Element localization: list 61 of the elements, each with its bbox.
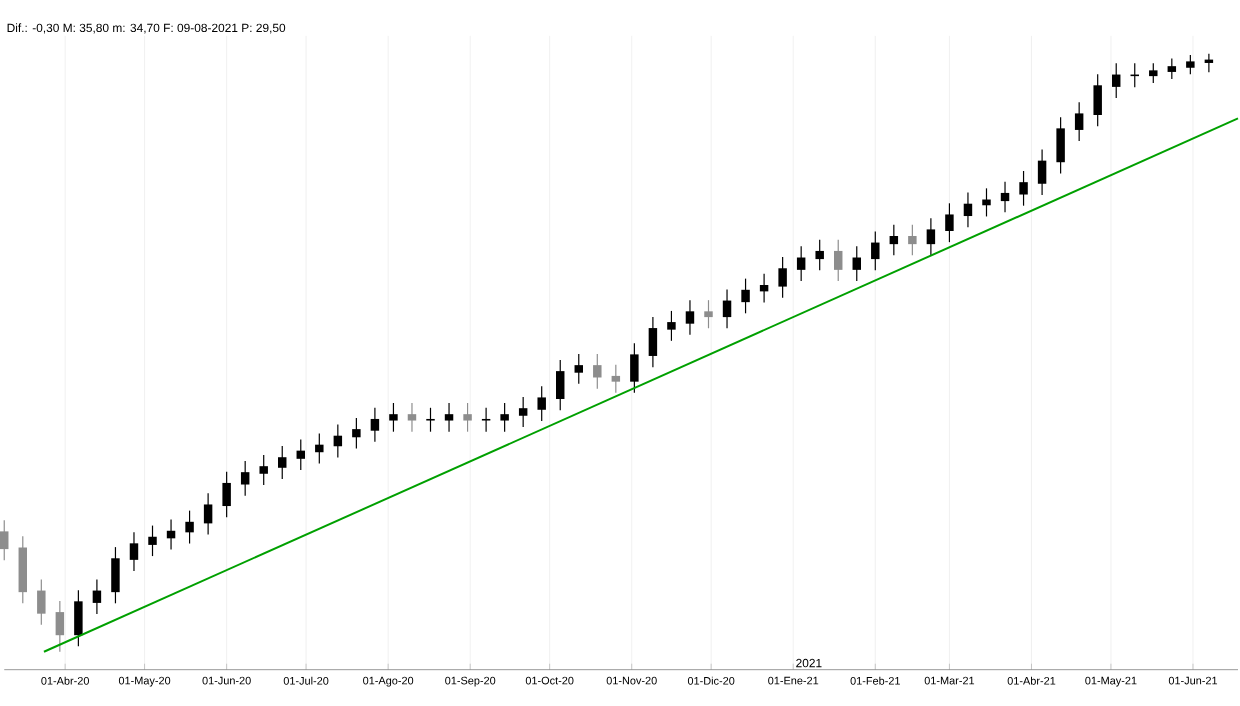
- candlestick: [240, 460, 250, 497]
- candlestick: [259, 454, 268, 486]
- candlestick: [833, 239, 843, 282]
- candlestick: [1111, 62, 1121, 99]
- candlestick: [296, 439, 306, 471]
- candlestick: [315, 433, 324, 465]
- candlestick: [222, 471, 231, 519]
- candlestick: [889, 224, 899, 257]
- candlestick: [500, 402, 509, 433]
- candlestick: [481, 407, 491, 433]
- candlestick: [148, 525, 157, 557]
- candlestick: [18, 535, 28, 605]
- candlestick: [1019, 170, 1028, 207]
- candlestick: [685, 299, 695, 336]
- candlestick: [185, 510, 194, 545]
- candlestick: [908, 224, 917, 257]
- candlestick: [593, 353, 602, 390]
- candlestick: [74, 589, 83, 648]
- candlestick: [111, 546, 120, 605]
- candlestick: [574, 353, 584, 385]
- candlestick: [129, 531, 139, 572]
- candlestick: [0, 519, 9, 562]
- candlestick: [1167, 58, 1177, 80]
- candlestick: [945, 202, 954, 243]
- candlestick: [667, 310, 676, 342]
- candlestick: [389, 402, 398, 433]
- candlestick: [1074, 101, 1084, 142]
- candlestick: [982, 187, 991, 218]
- candlestick: [796, 245, 806, 282]
- candlestick: [444, 402, 454, 433]
- candlestick: [556, 359, 565, 411]
- candlestick: [92, 579, 102, 615]
- candlestick: [537, 385, 546, 422]
- candlestick: [426, 407, 435, 433]
- candlestick: [778, 256, 787, 299]
- candlestick: [741, 278, 750, 315]
- candlestick: [648, 316, 658, 368]
- candlestick: [370, 407, 380, 443]
- candlestick: [278, 445, 287, 480]
- candlestick: [518, 396, 528, 428]
- candlestick: [55, 600, 65, 653]
- candlestick: [611, 364, 621, 394]
- candlestick: [37, 579, 46, 626]
- candlestick: [1149, 62, 1158, 84]
- candlestick: [1000, 181, 1010, 214]
- candlestick: [871, 231, 880, 272]
- candlestick: [203, 492, 213, 536]
- candlestick: [1037, 149, 1047, 196]
- candlestick: [722, 289, 732, 330]
- candlestick: [1186, 54, 1195, 75]
- candlestick: [407, 402, 417, 433]
- candlestick: [852, 245, 861, 282]
- candlestick: [963, 192, 973, 229]
- candlestick: [352, 417, 361, 450]
- candlestick: [815, 239, 824, 272]
- candlestick: [926, 217, 936, 257]
- candlestick: [704, 299, 713, 330]
- candlestick: [1093, 73, 1102, 127]
- candlestick: [463, 402, 472, 433]
- candlestick: [1056, 116, 1065, 175]
- candlestick: [630, 342, 639, 394]
